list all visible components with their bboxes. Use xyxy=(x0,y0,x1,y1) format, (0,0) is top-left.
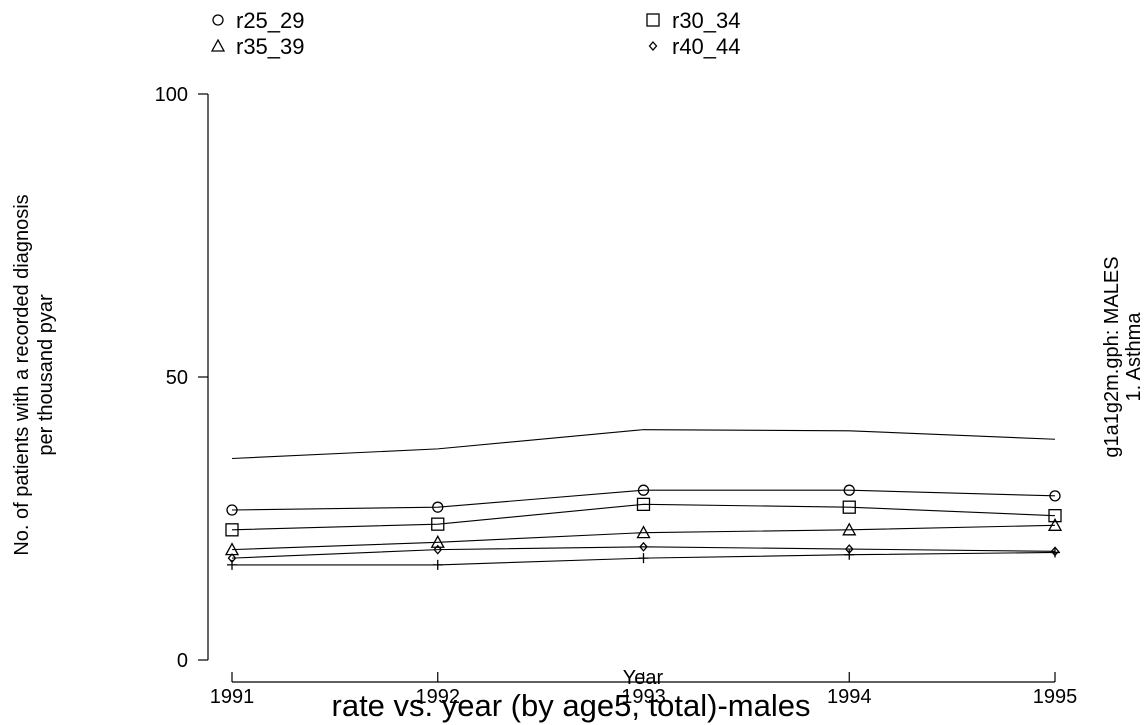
data-point-circle xyxy=(637,484,650,496)
series-line xyxy=(231,489,1056,511)
data-point-plus xyxy=(844,549,855,560)
series-line xyxy=(231,429,1056,460)
series-unnamed-4 xyxy=(227,547,1060,570)
series-unnamed-5 xyxy=(231,429,1056,460)
data-point-plus xyxy=(227,559,237,570)
data-point-square xyxy=(842,500,856,514)
series-line xyxy=(231,503,1056,531)
data-point-square xyxy=(225,523,239,537)
series-r25_29 xyxy=(226,484,1061,516)
data-point-circle xyxy=(226,504,238,516)
series-group xyxy=(224,429,1063,570)
y-axis-title-line2: per thousand pyar xyxy=(35,294,57,456)
legend-marker-diamond xyxy=(648,41,658,51)
y-tick-label: 50 xyxy=(166,367,188,389)
side-title-line2: 1. Asthma xyxy=(1123,312,1145,402)
legend-marker-circle xyxy=(212,14,224,26)
series-r35_39 xyxy=(224,517,1063,556)
legend-label: r25_29 xyxy=(236,8,305,33)
y-tick-label: 0 xyxy=(177,650,188,672)
legend-marker-triangle xyxy=(210,38,226,52)
data-point-square xyxy=(1048,509,1062,523)
series-line xyxy=(231,546,1056,559)
x-tick-label: 1991 xyxy=(210,686,255,708)
data-point-circle xyxy=(843,484,855,496)
legend-marker-square xyxy=(646,13,660,27)
x-tick-label: 1995 xyxy=(1033,686,1078,708)
x-tick-label: 1992 xyxy=(416,686,461,708)
data-point-diamond xyxy=(639,541,648,552)
y-axis-title-line1: No. of patients with a recorded diagnosi… xyxy=(11,194,33,555)
data-point-triangle xyxy=(430,534,445,548)
data-point-circle xyxy=(1049,490,1061,502)
series-line xyxy=(231,524,1056,551)
axes: 0 50 100 1991 1992 1993 1994 1995 xyxy=(155,84,1078,708)
data-point-plus xyxy=(432,559,443,570)
x-axis-title: Year xyxy=(623,667,664,689)
data-point-square xyxy=(636,497,651,512)
data-point-triangle xyxy=(636,525,651,539)
chart-caption: rate vs. year (by age5, total)-males xyxy=(332,688,811,723)
data-point-circle xyxy=(432,501,444,513)
data-point-triangle xyxy=(1047,517,1063,531)
data-point-diamond xyxy=(433,544,443,555)
legend-label: r40_44 xyxy=(672,34,741,59)
x-tick-label: 1993 xyxy=(621,686,666,708)
data-point-triangle xyxy=(842,522,857,536)
data-point-plus xyxy=(638,553,649,564)
side-title-line1: g1a1g2m.gph: MALES xyxy=(1101,256,1123,457)
series-r30_34 xyxy=(225,497,1062,537)
legend-label: r30_34 xyxy=(672,8,741,33)
data-point-square xyxy=(431,517,445,531)
legend: r25_29 r30_34 r35_39 r40_44 xyxy=(210,8,741,59)
y-tick-label: 100 xyxy=(155,84,188,106)
x-tick-label: 1994 xyxy=(827,686,872,708)
data-point-plus xyxy=(1050,547,1060,558)
legend-label: r35_39 xyxy=(236,34,305,59)
